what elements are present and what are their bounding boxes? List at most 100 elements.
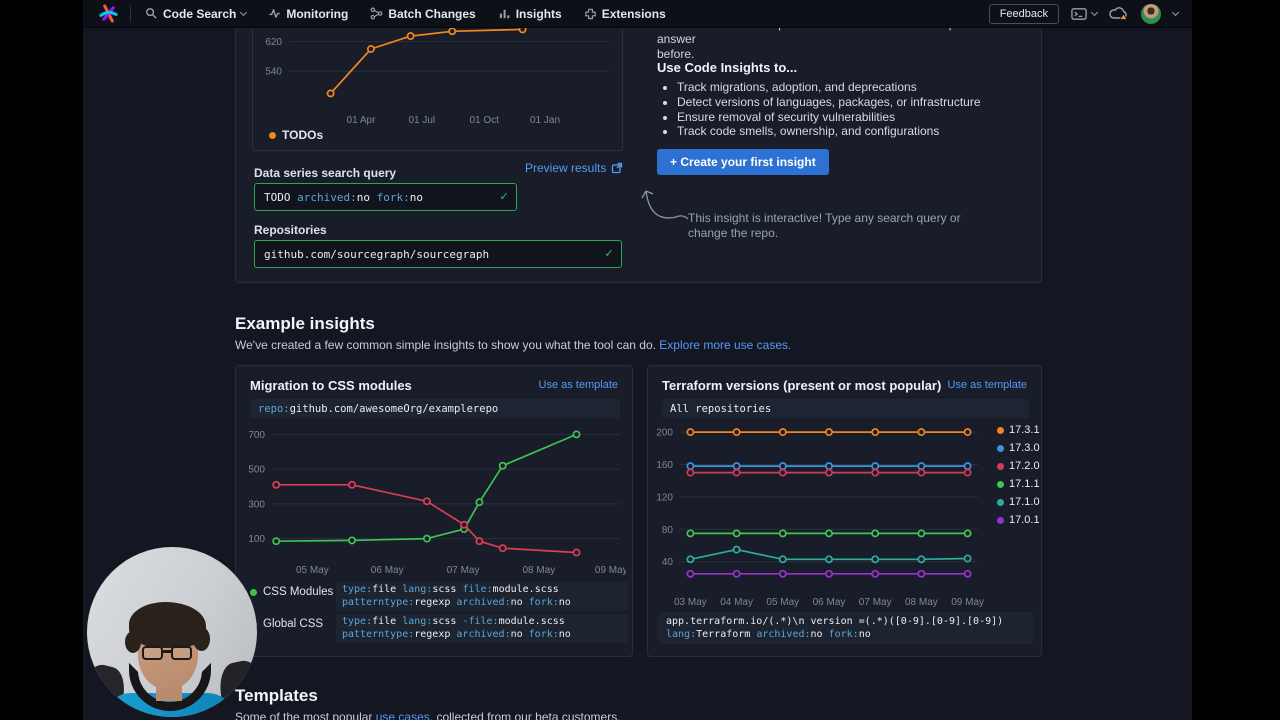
repositories-input[interactable]: github.com/sourcegraph/sourcegraph ✓ bbox=[254, 240, 622, 268]
sourcegraph-logo[interactable] bbox=[99, 4, 118, 23]
glasses bbox=[162, 650, 172, 653]
use-cases-link[interactable]: use cases bbox=[375, 710, 430, 720]
page-main: 620 540 01 Apr 01 Jul 01 Oct 01 Jan TODOs Dat… bbox=[83, 28, 1192, 720]
intro-paragraph: what's in their code" - questions that w… bbox=[657, 28, 1006, 61]
todos-insight-card: 620 540 01 Apr 01 Jul 01 Oct 01 Jan TODOs bbox=[252, 28, 623, 151]
preview-results-link[interactable]: Preview results bbox=[525, 161, 623, 175]
annotation-text: This insight is interactive! Type any se… bbox=[688, 211, 961, 240]
use-as-template-link[interactable]: Use as template bbox=[947, 379, 1027, 391]
repo-filter[interactable]: repo:github.com/awesomeOrg/examplerepo bbox=[250, 399, 620, 418]
svg-text:08 May: 08 May bbox=[905, 597, 938, 608]
person-hair bbox=[193, 627, 210, 651]
terraform-legend: 17.3.1 17.3.0 17.2.0 17.1.1 17.1.0 17.0.1 bbox=[997, 421, 1040, 529]
card-title: Migration to CSS modules bbox=[250, 378, 412, 393]
monitoring-icon bbox=[269, 9, 280, 18]
annotation-arrow bbox=[641, 190, 689, 220]
explore-use-cases-link[interactable]: Explore more use cases. bbox=[659, 338, 792, 352]
benefit-item: Track migrations, adoption, and deprecat… bbox=[677, 80, 1029, 95]
headphones bbox=[129, 663, 211, 711]
legend-item: 17.1.0 bbox=[997, 493, 1040, 511]
create-first-insight-button[interactable]: + Create your first insight bbox=[657, 149, 829, 175]
svg-text:08 May: 08 May bbox=[523, 565, 556, 576]
batch-changes-icon bbox=[370, 7, 383, 20]
svg-text:620: 620 bbox=[265, 37, 282, 48]
use-as-template-link[interactable]: Use as template bbox=[538, 379, 618, 391]
nav-label: Extensions bbox=[601, 6, 666, 21]
legend-item: 17.0.1 bbox=[997, 511, 1040, 529]
todos-legend: TODOs bbox=[269, 128, 323, 142]
terraform-chart: 200 160 120 80 40 03 May 04 May 05 May 06 May 07 … bbox=[656, 428, 984, 608]
legend-query: type:file lang:scss file:module.scss pat… bbox=[336, 582, 628, 611]
svg-text:100: 100 bbox=[248, 534, 265, 545]
svg-text:01 Apr: 01 Apr bbox=[347, 115, 377, 126]
feedback-button[interactable]: Feedback bbox=[988, 3, 1059, 24]
svg-text:06 May: 06 May bbox=[371, 565, 404, 576]
insights-icon bbox=[499, 9, 510, 19]
section-title: Example insights bbox=[235, 314, 375, 333]
search-icon bbox=[146, 8, 157, 19]
person-hair bbox=[125, 631, 141, 653]
legend-dot bbox=[269, 131, 276, 139]
user-avatar[interactable] bbox=[1141, 3, 1161, 24]
terminal-menu[interactable] bbox=[1071, 7, 1099, 21]
search-query-input[interactable]: TODO archived:no fork:no ✓ bbox=[254, 183, 517, 211]
svg-text:120: 120 bbox=[656, 492, 673, 503]
svg-text:01 Jul: 01 Jul bbox=[408, 115, 435, 126]
legend-item: 17.1.1 bbox=[997, 475, 1040, 493]
nav-insights[interactable]: Insights bbox=[498, 7, 562, 21]
templates-section: Templates Some of the most popular use c… bbox=[235, 686, 1042, 720]
nav-label: Insights bbox=[515, 6, 562, 21]
svg-text:05 May: 05 May bbox=[296, 565, 329, 576]
benefit-item: Detect versions of languages, packages, … bbox=[677, 95, 1029, 110]
nav-extensions[interactable]: Extensions bbox=[584, 7, 666, 21]
legend-item: 17.3.1 bbox=[997, 421, 1040, 439]
svg-text:200: 200 bbox=[656, 428, 673, 439]
svg-text:300: 300 bbox=[248, 499, 265, 510]
section-title: Templates bbox=[235, 686, 318, 705]
svg-text:03 May: 03 May bbox=[674, 597, 707, 608]
legend-item: 17.2.0 bbox=[997, 457, 1040, 475]
cloud-status[interactable] bbox=[1109, 6, 1129, 21]
svg-text:80: 80 bbox=[662, 525, 674, 536]
svg-text:700: 700 bbox=[248, 430, 265, 441]
extensions-icon bbox=[584, 8, 596, 20]
glasses bbox=[142, 646, 163, 660]
svg-text:04 May: 04 May bbox=[720, 597, 753, 608]
top-nav: Code Search Monitoring Batch Changes Ins… bbox=[83, 0, 1192, 28]
repos-value: github.com/sourcegraph/sourcegraph bbox=[264, 247, 490, 261]
legend-row-css-modules: CSS Modules type:file lang:scss file:mod… bbox=[250, 582, 628, 611]
css-migration-card: Migration to CSS modules Use as template… bbox=[235, 365, 633, 657]
valid-check-icon: ✓ bbox=[500, 189, 508, 204]
onboarding-card: 620 540 01 Apr 01 Jul 01 Oct 01 Jan TODOs Dat… bbox=[235, 28, 1042, 283]
nav-right: Feedback bbox=[988, 3, 1180, 24]
legend-row-global-css: Global CSS type:file lang:scss -file:mod… bbox=[250, 614, 628, 643]
benefit-item: Track code smells, ownership, and config… bbox=[677, 124, 1029, 139]
nav-batch-changes[interactable]: Batch Changes bbox=[370, 7, 476, 21]
terminal-icon bbox=[1071, 7, 1087, 20]
svg-text:40: 40 bbox=[662, 557, 674, 568]
webcam-overlay bbox=[87, 547, 257, 717]
repo-filter[interactable]: All repositories bbox=[662, 399, 1029, 418]
svg-text:01 Oct: 01 Oct bbox=[469, 115, 499, 126]
nav-label: Code Search bbox=[163, 6, 237, 21]
glasses bbox=[171, 646, 192, 660]
svg-text:09 May: 09 May bbox=[951, 597, 984, 608]
chevron-down-icon bbox=[240, 8, 248, 16]
nav-monitoring[interactable]: Monitoring bbox=[268, 7, 348, 21]
nav-code-search[interactable]: Code Search bbox=[145, 6, 248, 21]
legend-label: TODOs bbox=[282, 128, 324, 142]
benefit-item: Ensure removal of security vulnerabiliti… bbox=[677, 110, 1029, 125]
chevron-down-icon bbox=[1090, 8, 1099, 16]
svg-text:500: 500 bbox=[248, 465, 265, 476]
terraform-query: app.terraform.io/(.*)\n version =(.*)([0… bbox=[658, 612, 1033, 644]
todos-chart: 620 540 01 Apr 01 Jul 01 Oct 01 Jan bbox=[265, 28, 609, 126]
nav-label: Monitoring bbox=[286, 6, 349, 21]
valid-check-icon: ✓ bbox=[605, 246, 613, 261]
section-subtitle: Some of the most popular use cases, coll… bbox=[235, 710, 1042, 720]
svg-text:05 May: 05 May bbox=[766, 597, 799, 608]
legend-item: 17.3.0 bbox=[997, 439, 1040, 457]
benefits-title: Use Code Insights to... bbox=[657, 60, 798, 75]
css-migration-chart: 700 500 300 100 05 May 06 May 07 May 08 May 09 M… bbox=[248, 430, 626, 576]
cloud-icon bbox=[1109, 7, 1128, 20]
